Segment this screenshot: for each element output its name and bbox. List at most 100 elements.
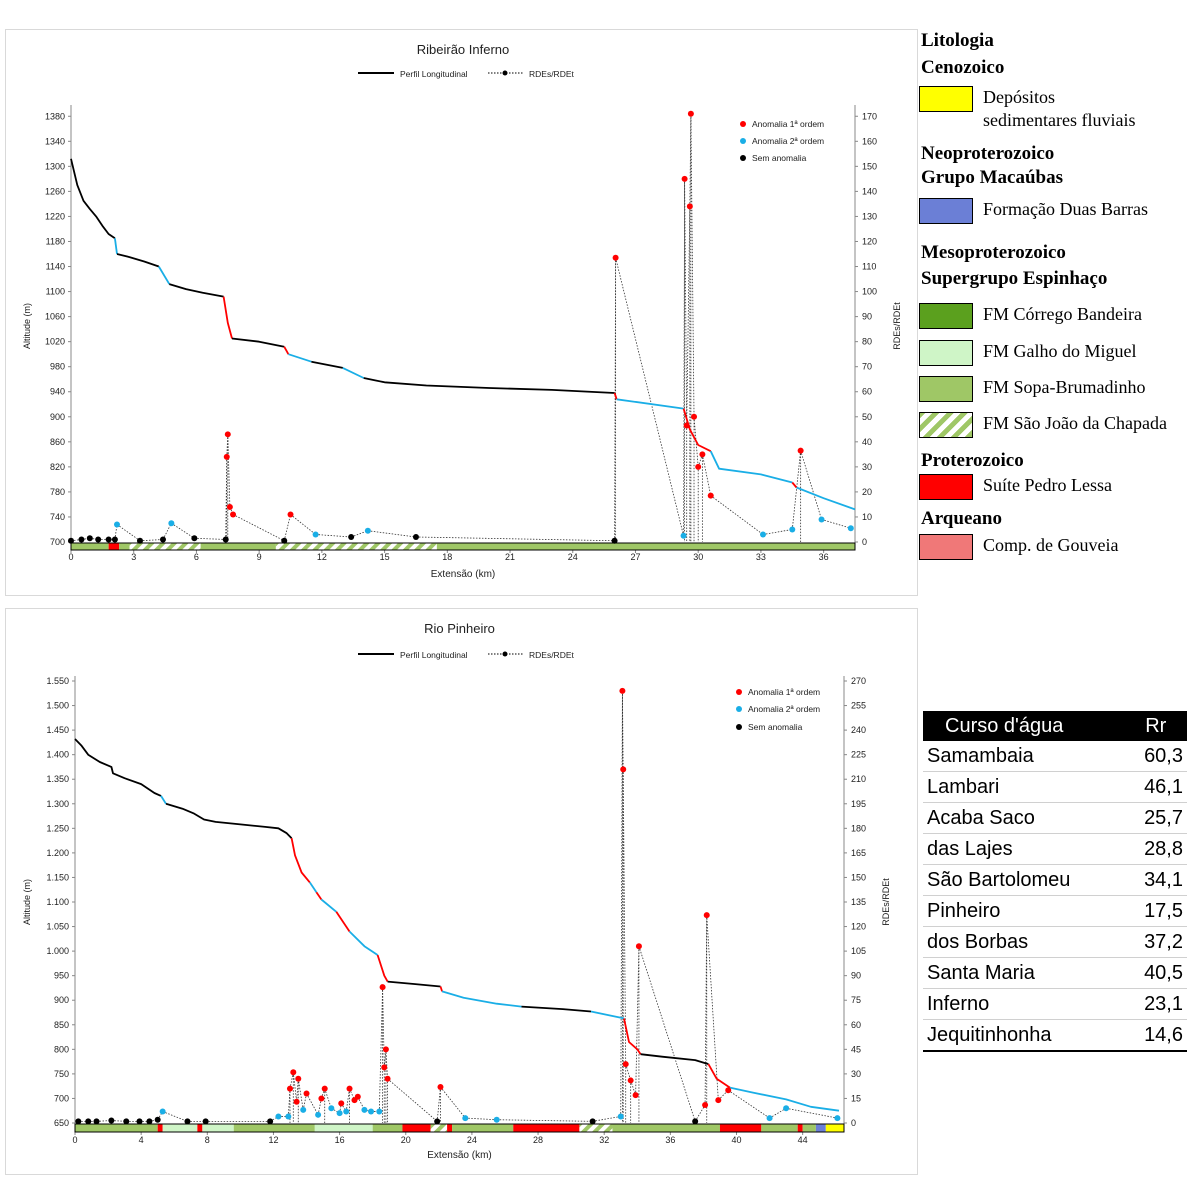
profile-segment-first	[315, 891, 323, 901]
rde-point-none	[191, 535, 198, 542]
lith-segment-galho	[202, 1124, 234, 1132]
anomaly-legend-marker	[740, 155, 746, 161]
swatch-sopa	[919, 376, 973, 402]
lith-segment-sjc	[129, 543, 201, 550]
profile-segment-second	[160, 795, 167, 805]
rde-line-segment	[690, 113, 695, 417]
rde-line-segment	[592, 1116, 621, 1122]
rde-point-second	[680, 532, 687, 539]
x-tick-label: 0	[72, 1135, 77, 1145]
profile-segment-second	[729, 1086, 840, 1112]
lith-segment-pedro	[513, 1124, 580, 1132]
rde-line-segment	[791, 450, 802, 530]
table-row: Samambaia 60,3	[923, 741, 1187, 772]
rde-line-segment	[162, 1111, 188, 1122]
x-tick-label: 36	[819, 552, 829, 562]
y2-tick-label: 80	[862, 337, 872, 347]
anomaly-legend-marker	[740, 121, 746, 127]
rr-table-header: Curso d'água Rr	[923, 711, 1187, 741]
legend-heading-macaubas: Grupo Macaúbas	[921, 167, 1063, 188]
y-tick-label: 780	[50, 487, 65, 497]
rde-point-none	[184, 1118, 191, 1125]
x-tick-label: 44	[798, 1135, 808, 1145]
rr-value: 14,6	[1124, 1019, 1187, 1052]
x-tick-label: 40	[731, 1135, 741, 1145]
lith-segment-galho	[162, 1124, 198, 1132]
anomaly-legend-label: Sem anomalia	[752, 153, 807, 163]
x-tick-label: 24	[568, 552, 578, 562]
y2-tick-label: 20	[862, 487, 872, 497]
rde-point-first	[681, 175, 688, 182]
y-tick-label: 1300	[45, 161, 65, 171]
rde-point-second	[275, 1113, 282, 1120]
legend-label-pedro-lessa: Suíte Pedro Lessa	[983, 475, 1112, 495]
rde-line-segment	[436, 1086, 441, 1122]
rde-line-segment	[116, 524, 141, 542]
lith-segment-pedro	[157, 1124, 163, 1132]
y-tick-label: 1.050	[46, 922, 69, 932]
rde-point-second	[312, 531, 319, 538]
lith-strip-border	[74, 1123, 845, 1133]
y-tick-label: 1.300	[46, 799, 69, 809]
profile-segment-first	[222, 296, 233, 339]
x-tick-label: 28	[533, 1135, 543, 1145]
rde-line-segment	[728, 1089, 770, 1119]
y-tick-label: 700	[50, 537, 65, 547]
rde-point-first	[699, 451, 706, 458]
profile-segment-none	[363, 377, 615, 394]
y-tick-label: 820	[50, 462, 65, 472]
rde-point-second	[783, 1105, 790, 1112]
rde-point-none	[93, 1118, 100, 1125]
profile-segment-none	[231, 337, 285, 348]
rde-line-segment	[415, 536, 615, 542]
rde-point-first	[620, 766, 627, 773]
y2-tick-label: 170	[862, 111, 877, 121]
table-row: Lambari 46,1	[923, 771, 1187, 803]
rde-point-first	[382, 1046, 389, 1053]
profile-segment-second	[709, 450, 793, 484]
y-tick-label: 1220	[45, 211, 65, 221]
profile-segment-first	[623, 1018, 642, 1055]
rde-point-first	[226, 503, 233, 510]
table-row: São Bartolomeu 34,1	[923, 864, 1187, 896]
rde-line-segment	[496, 1119, 593, 1122]
rde-point-none	[412, 533, 419, 540]
lith-segment-sopa	[119, 543, 130, 550]
rde-point-first	[230, 511, 237, 518]
rr-name: das Lajes	[923, 833, 1125, 865]
y2-tick-label: 10	[862, 512, 872, 522]
rde-point-first	[287, 511, 294, 518]
profile-segment-none	[116, 253, 160, 268]
chart-title: Ribeirão Inferno	[417, 42, 510, 57]
legend-heading-cenozoico: Cenozoico	[921, 57, 1005, 78]
y-axis-label: Altitude (m)	[22, 303, 32, 349]
rde-line-segment	[345, 1088, 350, 1112]
rde-point-none	[105, 536, 112, 543]
rde-line-segment	[622, 769, 627, 1065]
y-tick-label: 1100	[46, 287, 65, 297]
rde-point-second	[376, 1108, 383, 1115]
y2-tick-label: 210	[851, 774, 866, 784]
y2-tick-label: 30	[851, 1069, 861, 1079]
rde-line-segment	[378, 987, 383, 1112]
legend-marker-rde	[502, 651, 508, 657]
profile-segment-none	[521, 1005, 592, 1013]
rde-point-first	[346, 1085, 353, 1092]
rde-point-none	[86, 535, 93, 542]
rde-point-first	[686, 203, 693, 210]
y2-tick-label: 70	[862, 362, 872, 372]
chart2-svg: Rio Pinheiro Perfil Longitudinal RDEs/RDEt…	[22, 621, 891, 1161]
rde-point-first	[703, 912, 710, 919]
rde-point-second	[462, 1115, 469, 1122]
rde-point-none	[146, 1118, 153, 1125]
rde-point-second	[368, 1108, 375, 1115]
rde-point-first	[223, 453, 230, 460]
rr-name: Samambaia	[923, 741, 1125, 772]
rde-point-none	[267, 1118, 274, 1125]
rr-name: Pinheiro	[923, 895, 1125, 927]
rde-point-second	[343, 1108, 350, 1115]
rde-point-first	[338, 1100, 345, 1107]
rde-point-none	[434, 1118, 441, 1125]
rde-point-second	[336, 1110, 343, 1117]
swatch-duas-barras	[919, 198, 973, 224]
